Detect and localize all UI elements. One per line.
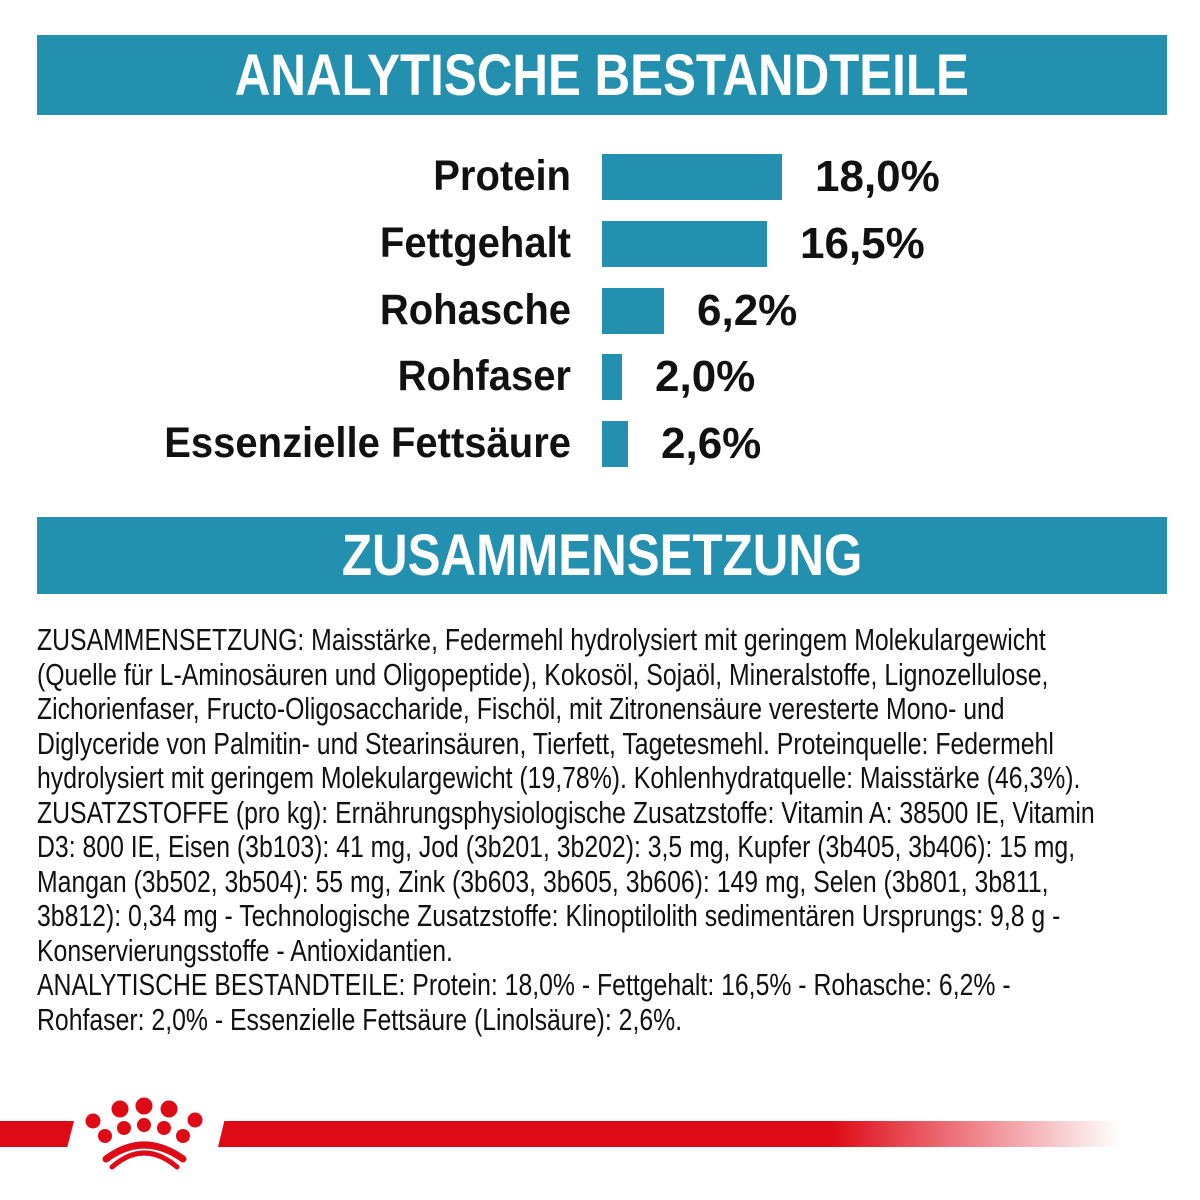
analytical-constituents-banner: ANALYTISCHE BESTANDTEILE bbox=[37, 35, 1167, 115]
composition-text-line: ZUSATZSTOFFE (pro kg): Ernährungsphysiol… bbox=[37, 794, 1095, 830]
composition-text-line: Mangan (3b502, 3b504): 55 mg, Zink (3b60… bbox=[37, 863, 1049, 899]
composition-text-line: hydrolysiert mit geringem Molekulargewic… bbox=[37, 760, 1081, 795]
chart-value-label: 6,2% bbox=[697, 285, 798, 335]
composition-text-line: ANALYTISCHE BESTANDTEILE: Protein: 18,0%… bbox=[37, 967, 1011, 1002]
royal-canin-crown-icon bbox=[85, 1097, 203, 1170]
chart-bar bbox=[602, 154, 782, 200]
chart-category-label: Rohfaser bbox=[397, 352, 571, 401]
composition-text-line: Zichorienfaser, Fructo-Oligosaccharide, … bbox=[37, 691, 1005, 726]
composition-text-line: Konservierungsstoffe - Antioxidantien. bbox=[37, 932, 453, 968]
composition-text-line: ZUSAMMENSETZUNG: Maisstärke, Federmehl h… bbox=[37, 622, 1046, 657]
composition-text-line: D3: 800 IE, Eisen (3b103): 41 mg, Jod (3… bbox=[37, 829, 1076, 864]
chart-row: Rohasche 6,2% bbox=[0, 277, 1200, 344]
chart-category-label: Protein bbox=[433, 152, 571, 200]
chart-row: Rohfaser 2,0% bbox=[0, 343, 1200, 410]
chart-row: Protein 18,0% bbox=[0, 143, 1200, 210]
analytical-constituents-bar-chart: Protein 18,0% Fettgehalt 16,5% Rohasche 6,2% R… bbox=[0, 143, 1200, 479]
chart-row: Essenzielle Fettsäure 2,6% bbox=[0, 410, 1200, 477]
composition-banner: ZUSAMMENSETZUNG bbox=[37, 517, 1167, 594]
chart-value-label: 16,5% bbox=[800, 218, 925, 268]
composition-text-block: ZUSAMMENSETZUNG: Maisstärke, Federmehl h… bbox=[37, 622, 1197, 1037]
chart-bar bbox=[602, 220, 767, 267]
chart-category-label: Rohasche bbox=[379, 285, 571, 334]
chart-row: Fettgehalt 16,5% bbox=[0, 210, 1200, 277]
composition-text-line: 3b812): 0,34 mg - Technologische Zusatzs… bbox=[37, 898, 1061, 933]
chart-value-label: 2,6% bbox=[661, 419, 762, 468]
analytical-constituents-title: ANALYTISCHE BESTANDTEILE bbox=[234, 42, 970, 108]
composition-text-line: Diglyceride von Palmitin- und Stearinsäu… bbox=[37, 725, 1054, 761]
chart-category-label: Fettgehalt bbox=[379, 218, 571, 267]
chart-value-label: 2,0% bbox=[655, 352, 756, 402]
footer-red-band-left bbox=[0, 1121, 74, 1147]
chart-category-label: Essenzielle Fettsäure bbox=[164, 419, 571, 467]
chart-value-label: 18,0% bbox=[815, 152, 940, 201]
footer-red-band-right bbox=[218, 1121, 1120, 1147]
composition-text-line: (Quelle für L-Aminosäuren und Oligopepti… bbox=[37, 656, 1049, 692]
chart-bar bbox=[602, 354, 622, 401]
composition-title: ZUSAMMENSETZUNG bbox=[341, 523, 863, 588]
composition-text-line: Rohfaser: 2,0% - Essenzielle Fettsäure (… bbox=[37, 1001, 683, 1037]
chart-bar bbox=[602, 287, 664, 334]
chart-bar bbox=[602, 421, 628, 467]
